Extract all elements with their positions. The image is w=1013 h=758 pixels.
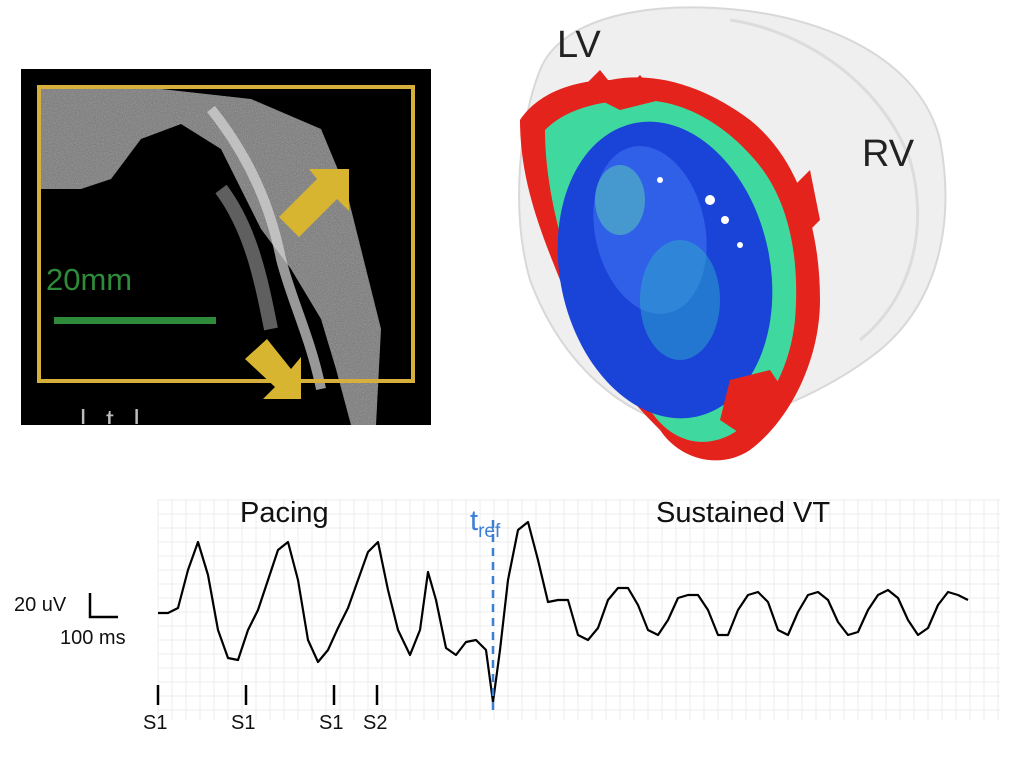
scalebar-voltage-label: 20 uV [14, 594, 67, 616]
arrow-icon-lower [245, 339, 301, 399]
roi-frame [37, 85, 415, 383]
mri-image [37, 85, 415, 425]
heart-3d-panel [500, 0, 1013, 470]
mri-cutoff-caption: l t l [80, 404, 146, 424]
electrogram-trace [158, 520, 969, 704]
stimulus-label: S1 [231, 712, 256, 734]
lv-label: LV [557, 24, 601, 66]
tref-label: tref [470, 505, 500, 543]
scalebar-time-label: 100 ms [60, 627, 126, 649]
scale-bar-label: 20mm [46, 262, 133, 297]
ecg-trace-panel [0, 480, 1013, 753]
ecg-grid [157, 499, 1000, 720]
scale-bar [54, 317, 216, 324]
stimulus-label: S2 [363, 712, 388, 734]
sustained-vt-label: Sustained VT [656, 497, 831, 529]
mri-image-panel [21, 69, 431, 425]
ecg-trace [88, 499, 1000, 720]
tref-main: t [470, 505, 479, 537]
tref-subscript: ref [478, 520, 501, 542]
arrow-icon-upper [279, 169, 349, 237]
stimulus-label: S1 [143, 712, 168, 734]
stimulus-label: S1 [319, 712, 344, 734]
pacing-label: Pacing [240, 497, 329, 529]
scale-bar-icon [88, 593, 118, 619]
rv-label: RV [862, 133, 915, 175]
mri-tissue [41, 89, 381, 425]
heart-3d-model [518, 6, 947, 461]
